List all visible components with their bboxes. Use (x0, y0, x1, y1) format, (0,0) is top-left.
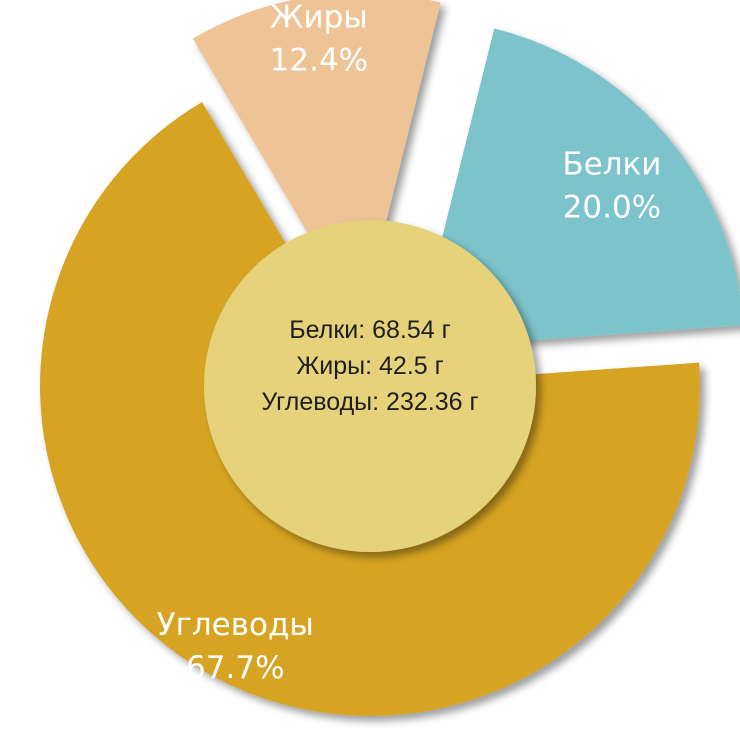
center-line-3: Углеводы: 232.36 г (261, 388, 478, 416)
center-line-2: Жиры: 42.5 г (296, 352, 444, 380)
segment-percent-1: 20.0% (563, 190, 661, 226)
segment-label-1: Белки 20.0% (562, 147, 661, 226)
labels-layer: Белки 20.0% Углеводы 67.7% Жиры 12.4% (157, 0, 662, 686)
segment-label-3: Жиры 12.4% (270, 0, 368, 79)
segment-name-1: Белки (562, 147, 661, 183)
segment-label-2: Углеводы 67.7% (157, 607, 314, 686)
segment-percent-2: 67.7% (186, 650, 284, 686)
segment-name-2: Углеводы (157, 607, 314, 643)
segment-percent-3: 12.4% (270, 43, 368, 79)
center-line-1: Белки: 68.54 г (289, 316, 451, 344)
center-text-layer: Белки: 68.54 г Жиры: 42.5 г Углеводы: 232.… (261, 316, 478, 416)
center-circle (204, 220, 536, 552)
pie-segment-1 (414, 28, 740, 349)
segment-name-3: Жиры (270, 0, 368, 36)
